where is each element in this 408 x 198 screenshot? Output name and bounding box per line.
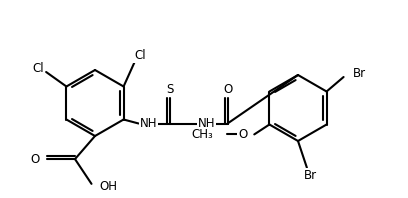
Text: NH: NH <box>197 117 215 130</box>
Text: O: O <box>238 128 247 141</box>
Text: O: O <box>223 83 232 96</box>
Text: Cl: Cl <box>134 49 146 62</box>
Text: Cl: Cl <box>32 62 44 74</box>
Text: CH₃: CH₃ <box>192 128 213 141</box>
Text: OH: OH <box>100 180 118 193</box>
Text: NH: NH <box>140 117 157 130</box>
Text: O: O <box>31 153 40 166</box>
Text: S: S <box>166 83 173 96</box>
Text: Br: Br <box>353 67 366 80</box>
Text: Br: Br <box>304 169 317 182</box>
